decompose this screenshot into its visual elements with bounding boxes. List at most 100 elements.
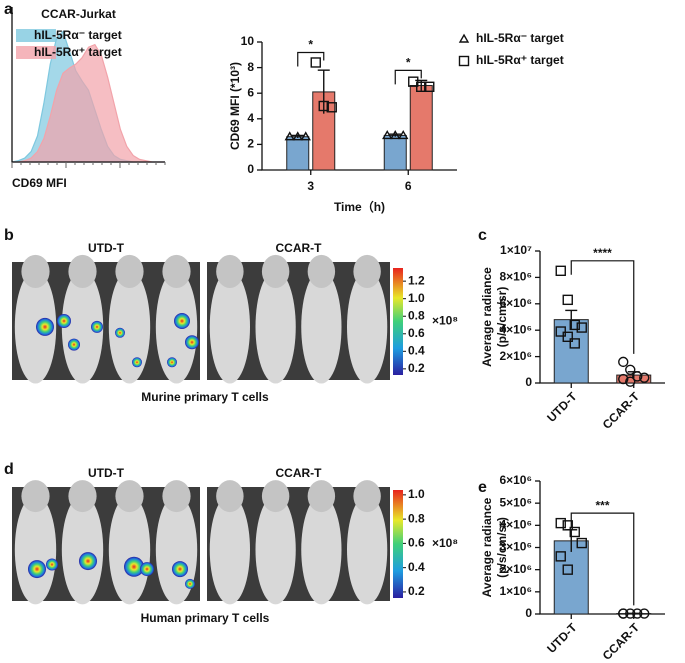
y-tick-label: 2×10⁶ <box>499 349 532 363</box>
y-tick-label: 6×10⁶ <box>499 296 532 310</box>
x-tick-label: CCAR-T <box>600 389 643 432</box>
data-point <box>416 81 427 93</box>
signal <box>140 562 154 577</box>
data-point <box>576 322 587 333</box>
bar <box>286 136 310 171</box>
mouse <box>108 270 151 384</box>
x-axis-label: Time（h) <box>334 199 385 214</box>
data-point <box>562 294 573 306</box>
mouse-head <box>353 480 381 513</box>
image-caption: Human primary T cells <box>141 611 270 625</box>
x-tick-label: UTD-T <box>544 389 580 425</box>
y-tick-label: 0 <box>247 162 254 176</box>
colorbar <box>393 490 403 598</box>
significance-label: **** <box>593 246 612 260</box>
data-point <box>398 130 409 140</box>
legend-swatch <box>16 46 56 59</box>
x-tick-label: UTD-T <box>544 620 580 656</box>
mouse <box>14 270 57 384</box>
mouse <box>209 494 251 605</box>
signal <box>167 357 177 368</box>
panel-label: e <box>478 479 487 496</box>
image-caption: Murine primary T cells <box>141 390 269 404</box>
signal <box>57 314 71 328</box>
panel-label: b <box>4 227 14 244</box>
y-tick-label: 4×10⁶ <box>499 322 532 336</box>
mouse-head <box>261 254 290 288</box>
y-axis-label: (p/s/cm/sr) <box>495 287 509 348</box>
mouse <box>14 494 57 605</box>
signal <box>68 338 80 351</box>
colorbar-tick-label: 1.0 <box>408 291 425 305</box>
x-axis-label: CD69 MFI <box>12 176 67 190</box>
signal <box>185 578 195 589</box>
signal <box>174 313 190 329</box>
mouse-head <box>307 254 336 288</box>
colorbar-tick-label: 0.8 <box>408 308 425 322</box>
y-tick-label: 1×10⁷ <box>500 243 532 257</box>
y-tick-label: 6×10⁶ <box>499 473 532 487</box>
data-point <box>292 131 303 141</box>
mouse <box>346 270 388 384</box>
y-tick-label: 2 <box>247 137 254 151</box>
mouse-head <box>307 480 336 513</box>
data-point <box>300 131 311 141</box>
y-tick-label: 10 <box>241 34 255 48</box>
colorbar-tick-label: 0.4 <box>408 560 425 574</box>
legend-label: hIL-5Rα⁻ target <box>34 28 122 42</box>
panel-label: d <box>4 461 14 478</box>
y-tick-label: 5×10⁶ <box>499 495 532 509</box>
significance-label: *** <box>595 498 609 512</box>
data-point <box>310 57 321 68</box>
signal <box>79 552 97 571</box>
data-point <box>618 608 629 619</box>
mouse <box>255 270 296 384</box>
mouse-head <box>21 480 50 513</box>
y-axis-label: Average radiance <box>480 497 494 597</box>
x-tick-label: 3 <box>307 179 314 193</box>
y-tick-label: 0 <box>525 606 532 620</box>
data-point <box>625 364 636 375</box>
significance-bracket <box>570 512 635 606</box>
group-label: CCAR-T <box>276 241 323 255</box>
mouse <box>255 494 296 605</box>
y-axis-label: (p/s/cm/sr) <box>495 517 509 578</box>
group-label: UTD-T <box>88 466 125 480</box>
data-point <box>382 130 393 140</box>
mouse <box>155 494 198 605</box>
y-tick-label: 2×10⁶ <box>499 562 532 576</box>
chart-title: CCAR-Jurkat <box>41 7 116 21</box>
legend-label: hIL-5Rα⁺ target <box>34 45 122 59</box>
mouse <box>209 270 251 384</box>
data-point <box>318 100 329 112</box>
data-point <box>555 265 566 276</box>
mouse-head <box>216 480 244 513</box>
colorbar-tick-label: 0.2 <box>408 361 425 375</box>
data-point <box>618 356 629 368</box>
data-point <box>562 331 573 342</box>
y-tick-label: 6 <box>247 85 254 99</box>
colorbar <box>393 268 403 375</box>
mouse-head <box>216 254 244 288</box>
colorbar-tick-label: 0.4 <box>408 343 425 357</box>
colorbar-tick-label: 1.0 <box>408 487 425 501</box>
mouse <box>61 270 104 384</box>
mouse <box>301 270 342 384</box>
y-axis-label: Average radiance <box>480 267 494 367</box>
panel-label: c <box>478 227 487 244</box>
colorbar-unit: ×10⁸ <box>432 314 458 328</box>
mouse-head <box>261 480 290 513</box>
data-point <box>424 81 435 93</box>
data-point <box>284 131 295 141</box>
significance-label: * <box>308 38 313 52</box>
data-point <box>632 371 643 382</box>
y-tick-label: 4×10⁶ <box>499 518 532 532</box>
x-tick-label: CCAR-T <box>600 620 643 663</box>
mouse-head <box>21 254 50 288</box>
mouse <box>301 494 342 605</box>
significance-bracket <box>394 69 422 85</box>
mouse-head <box>162 254 191 288</box>
colorbar-tick-label: 1.2 <box>408 273 425 287</box>
data-point <box>639 608 650 619</box>
